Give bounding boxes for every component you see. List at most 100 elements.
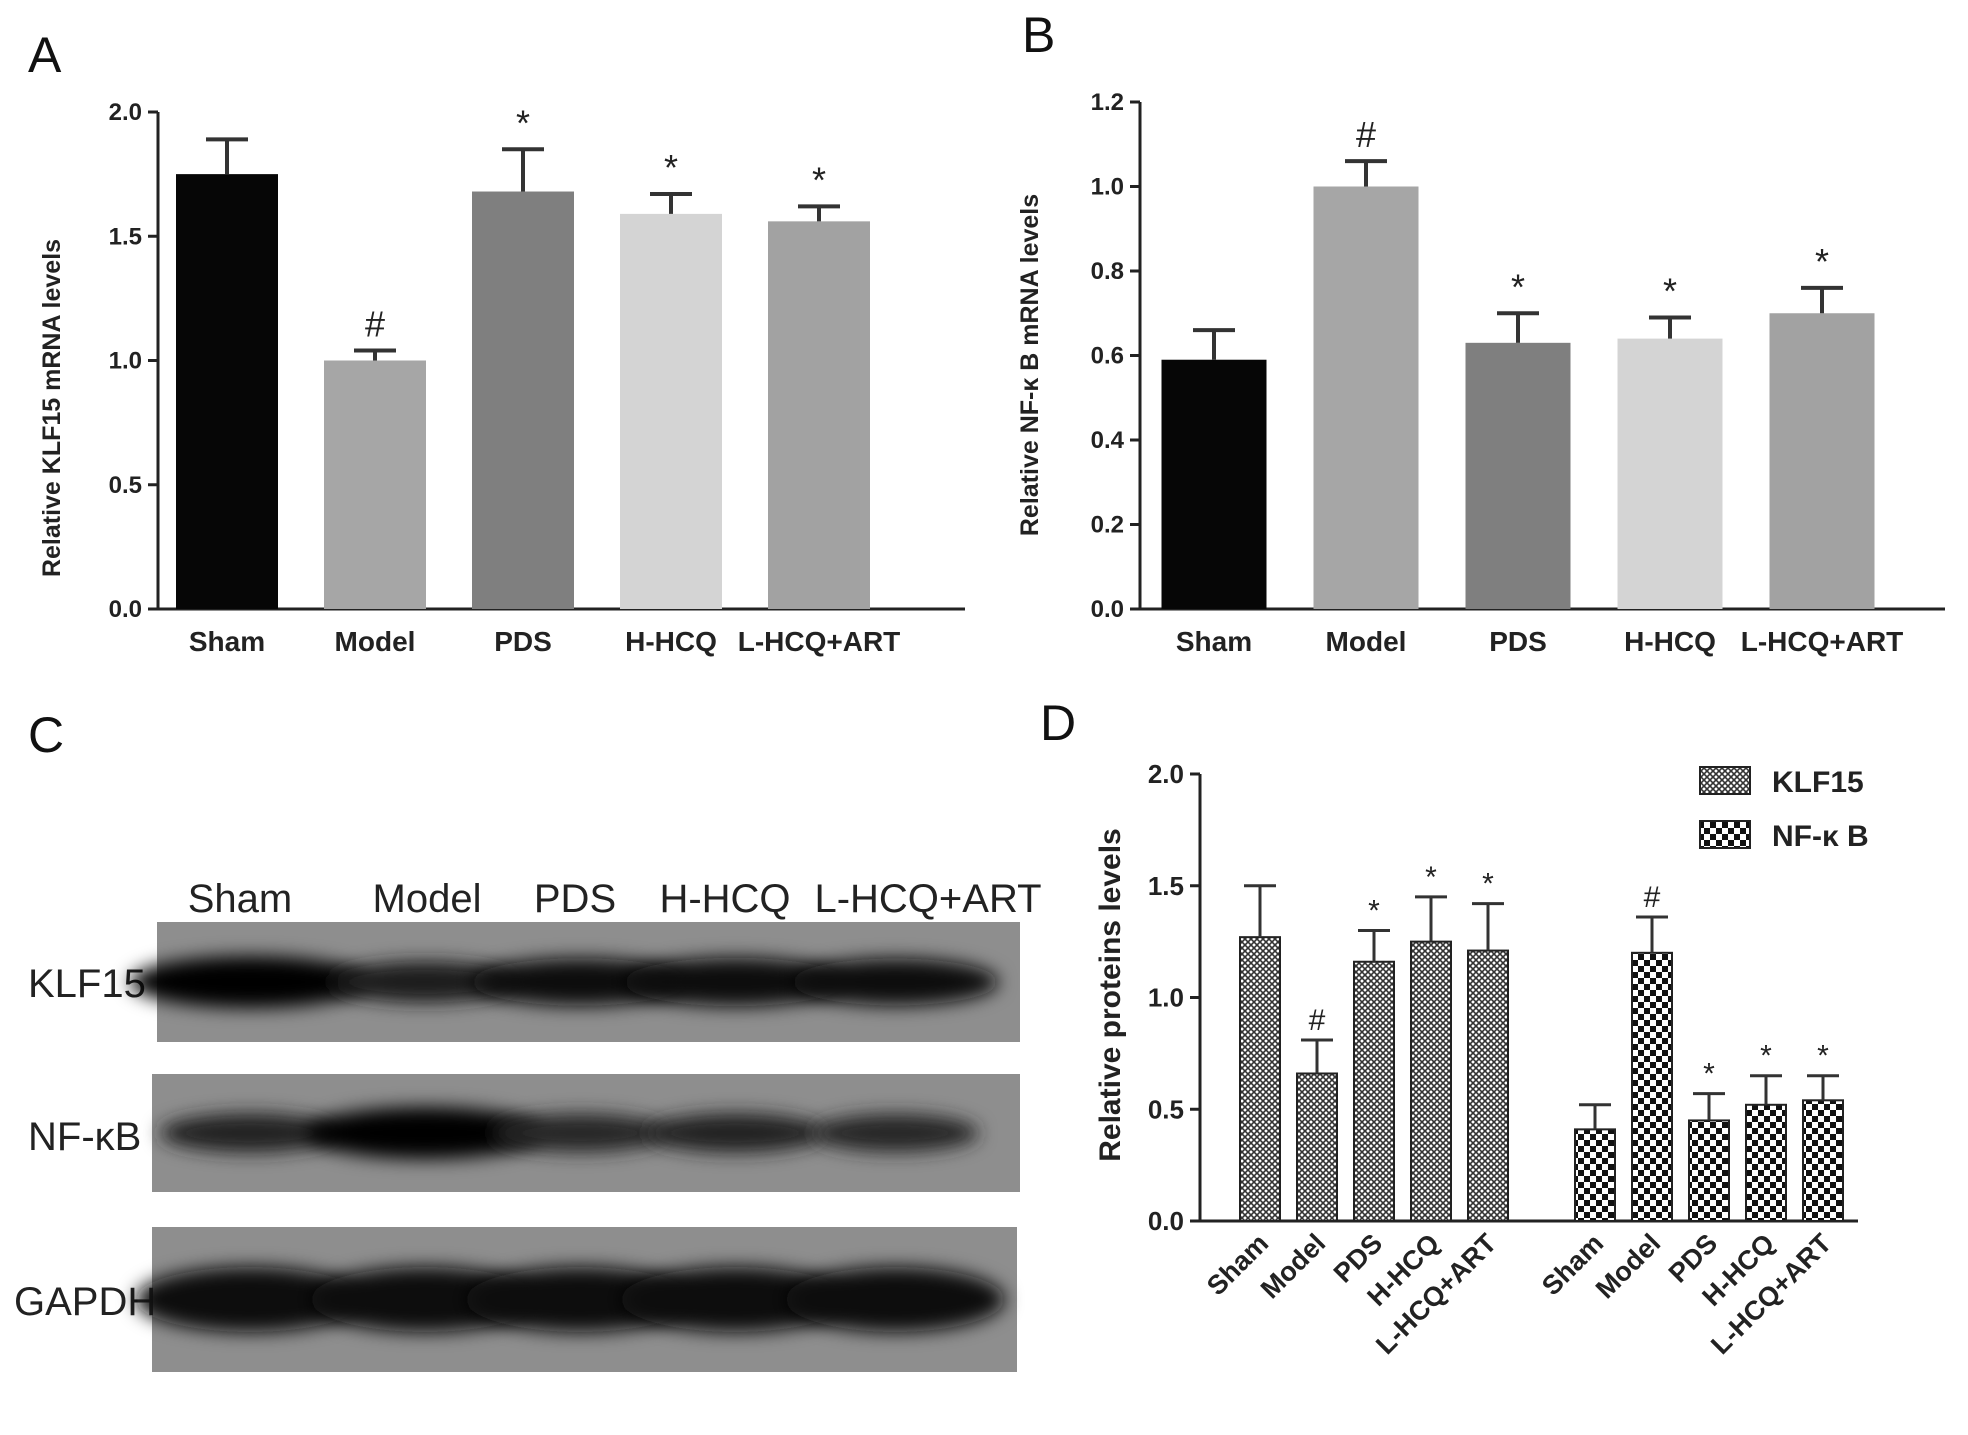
blot-lane-label: H-HCQ [659,877,790,921]
western-blot: Sham Model PDS H-HCQ L-HCQ+ART KLF15 NF-κB GAPD… [14,877,1042,1372]
blot-band [623,957,847,1007]
chart-b-ytick-label: 0.8 [1091,258,1124,285]
blot-band [470,958,690,1006]
chart-a-significance-mark: * [664,147,678,188]
legend-label-nfkb: NF-κ B [1772,820,1869,853]
chart-d-y-axis-label: Relative proteins levels [1094,828,1127,1162]
chart-d-bar-klf15 [1410,940,1452,1222]
chart-b-significance-mark: * [1815,241,1829,282]
legend-label-klf15: KLF15 [1772,766,1864,799]
blot-band [785,1267,1005,1332]
blot-lane-label: Sham [188,877,293,921]
chart-d-ytick-label: 0.5 [1148,1094,1184,1124]
chart-d-bar-nfkb [1631,951,1673,1222]
chart-d-significance-mark: * [1482,868,1494,901]
blot-lane-label: PDS [534,877,616,921]
chart-d-significance-mark: * [1703,1058,1715,1091]
chart-a-category-label: Sham [189,626,265,657]
chart-d-bar-nfkb [1802,1099,1844,1223]
chart-b-significance-mark: * [1511,266,1525,307]
chart-b-significance-mark: # [1356,114,1376,155]
chart-d-ytick-label: 1.5 [1148,871,1184,901]
panel-b-letter: B [1022,7,1055,63]
blot-band [329,961,521,1003]
chart-a-bar [176,174,278,609]
chart-d-bar-klf15 [1467,949,1509,1222]
chart-a-ytick-label: 1.5 [109,223,142,250]
chart-a-klf15-mrna: Relative KLF15 mRNA levels 0.0 0.5 1.0 1.5 2… [38,99,965,657]
chart-d-significance-mark: # [1309,1004,1326,1037]
chart-a-ytick-label: 0.5 [109,472,142,499]
blot-band [620,1267,850,1332]
chart-a-significance-mark: * [516,102,530,143]
chart-b-bar [1313,186,1419,609]
blot-row-label: KLF15 [28,962,146,1006]
chart-a-ytick-label: 2.0 [109,99,142,126]
chart-d-bar-nfkb [1574,1128,1616,1222]
blot-band [811,1114,979,1152]
chart-b-ytick-label: 1.0 [1091,174,1124,201]
chart-d-bar-klf15 [1239,936,1281,1223]
chart-b-ytick-label: 0.2 [1091,512,1124,539]
chart-b-ytick-label: 0.0 [1091,596,1124,623]
chart-a-ytick-label: 0.0 [109,596,142,623]
legend: KLF15 NF-κ B [1699,766,1869,853]
chart-a-bar [472,191,574,609]
blot-lane-label: L-HCQ+ART [814,877,1041,921]
chart-a-ytick-label: 1.0 [109,348,142,375]
panel-d-letter: D [1040,695,1076,751]
blot-band [491,1113,669,1153]
chart-a-category-label: Model [335,626,416,657]
chart-d-ytick-label: 0.0 [1148,1206,1184,1236]
chart-b-bar [1617,338,1723,609]
chart-d-significance-mark: # [1644,881,1661,914]
chart-a-bar [768,221,870,609]
chart-d-significance-mark: * [1817,1040,1829,1073]
blot-band [305,1107,545,1159]
blot-band [791,958,999,1006]
blot-band [130,956,370,1008]
chart-a-significance-mark: * [812,159,826,200]
chart-a-category-label: L-HCQ+ART [738,626,901,657]
blot-band [135,1267,365,1332]
chart-d-bar-klf15 [1353,960,1395,1222]
panel-a-letter: A [28,27,62,83]
chart-b-category-label: L-HCQ+ART [1741,626,1904,657]
chart-d-bar-nfkb [1688,1119,1730,1223]
blot-row-label: GAPDH [14,1280,156,1324]
chart-b-ytick-label: 0.6 [1091,343,1124,370]
chart-b-category-label: H-HCQ [1624,626,1716,657]
blot-band [159,1113,341,1153]
blot-band [644,1113,826,1153]
chart-b-ytick-label: 1.2 [1091,89,1124,116]
chart-d-ytick-label: 1.0 [1148,983,1184,1013]
chart-d-bar-nfkb [1745,1103,1787,1223]
legend-swatch-klf15 [1699,766,1751,795]
chart-b-category-label: PDS [1489,626,1547,657]
chart-a-significance-mark: # [365,304,385,345]
chart-a-bar [324,360,426,609]
chart-a-y-axis-label: Relative KLF15 mRNA levels [38,239,66,577]
chart-d-protein-levels: Relative proteins levels KLF15 NF-κ B 0.… [1094,759,1869,1360]
chart-b-significance-mark: * [1663,270,1677,311]
chart-d-category-label: Model [1590,1228,1666,1304]
chart-b-bar [1769,313,1875,609]
chart-b-nfkb-mrna: Relative NF-κ B mRNA levels 0.0 0.2 0.4 0.6… [1016,89,1945,657]
panel-c-letter: C [28,707,64,763]
chart-b-bar [1465,342,1571,609]
blot-row-label: NF-κB [28,1115,141,1159]
chart-b-category-label: Model [1326,626,1407,657]
chart-a-category-label: PDS [494,626,552,657]
chart-d-category-label: Model [1255,1228,1331,1304]
chart-d-significance-mark: * [1368,894,1380,927]
chart-a-bar [620,213,722,609]
legend-swatch-nfkb [1699,820,1751,849]
chart-a-category-label: H-HCQ [625,626,717,657]
chart-b-y-axis-label: Relative NF-κ B mRNA levels [1016,194,1044,536]
chart-d-significance-mark: * [1760,1040,1772,1073]
chart-d-bar-klf15 [1296,1072,1338,1222]
chart-d-significance-mark: * [1425,861,1437,894]
chart-b-category-label: Sham [1176,626,1252,657]
chart-b-bar [1161,359,1267,609]
